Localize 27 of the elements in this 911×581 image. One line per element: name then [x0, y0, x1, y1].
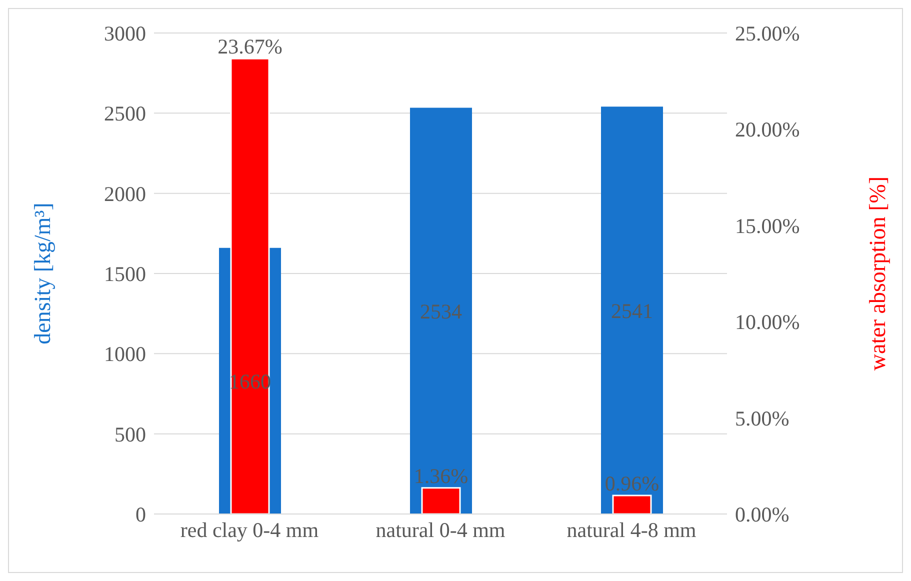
bar [421, 487, 461, 514]
y-axis-title: density [kg/m³] [30, 202, 56, 344]
y2-tick-label: 5.00% [735, 406, 790, 430]
bar [612, 494, 652, 514]
y-tick-label: 0 [136, 502, 146, 526]
bar [601, 106, 663, 514]
x-tick-label: red clay 0-4 mm [180, 518, 319, 542]
data-label: 2534 [420, 299, 462, 324]
y2-axis-title: water absorption [%] [865, 176, 890, 371]
y2-tick-label: 0.00% [735, 502, 790, 526]
y2-tick-label: 20.00% [735, 118, 800, 142]
data-label: 1.36% [414, 464, 468, 488]
data-label: 23.67% [218, 34, 282, 59]
data-label: 0.96% [604, 472, 660, 496]
y-tick-label: 3000 [104, 21, 146, 46]
x-tick-label: natural 0-4 mm [376, 518, 506, 542]
bar [410, 108, 472, 514]
y-tick-label: 2500 [104, 102, 146, 126]
x-tick-label: natural 4-8 mm [566, 518, 696, 542]
y2-tick-label: 10.00% [735, 310, 800, 334]
y2-tick-label: 25.00% [735, 21, 800, 46]
y-tick-label: 2000 [104, 182, 146, 206]
y-tick-label: 1000 [104, 342, 146, 366]
y-tick-label: 500 [114, 422, 146, 446]
y-tick-label: 1500 [104, 262, 146, 286]
data-label: 2541 [611, 298, 653, 323]
y2-tick-label: 15.00% [735, 214, 800, 238]
